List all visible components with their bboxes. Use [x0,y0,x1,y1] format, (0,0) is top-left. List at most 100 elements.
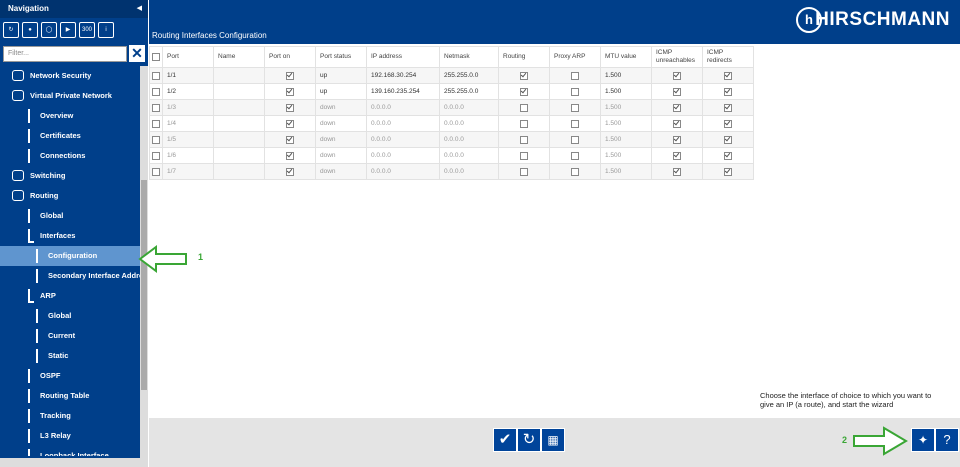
checkbox[interactable] [520,167,528,176]
nav-item[interactable]: Static [0,346,140,366]
collapse[interactable]: ◀ [136,5,142,12]
row-select[interactable] [149,147,163,164]
tree-line [28,129,30,143]
checkbox[interactable] [571,119,579,128]
clear-filter[interactable]: ✕ [129,45,145,62]
checkbox[interactable] [673,87,681,96]
row-select[interactable] [149,131,163,148]
row-select[interactable] [149,67,163,84]
nav-item[interactable]: Current [0,326,140,346]
checkbox[interactable] [520,135,528,144]
checkbox[interactable] [286,167,294,176]
table-row[interactable]: 1/1 up 192.168.30.254 255.255.0.0 1.500 [149,67,754,84]
nav-label: Configuration [48,251,98,260]
cell [702,131,754,148]
checkbox[interactable] [520,71,528,80]
checkbox[interactable] [286,71,294,80]
table-row[interactable]: 1/3 down 0.0.0.0 0.0.0.0 1.500 [149,99,754,116]
checkbox[interactable] [520,151,528,160]
exit-icon[interactable]: ▶ [60,22,76,38]
apply-button[interactable]: ✔ [493,428,517,452]
checkbox[interactable] [571,71,579,80]
reload-button[interactable]: ↻ [517,428,541,452]
checkbox[interactable] [673,135,681,144]
nav-item[interactable]: OSPF [0,366,140,386]
checkbox[interactable] [724,135,732,144]
checkbox[interactable] [673,103,681,112]
checkbox[interactable] [673,119,681,128]
nav-item[interactable]: Network Security [0,66,140,86]
checkbox[interactable] [152,119,160,128]
globe-icon[interactable]: ◯ [41,22,57,38]
checkbox[interactable] [152,87,160,96]
checkbox[interactable] [673,151,681,160]
user-icon[interactable]: ● [22,22,38,38]
nav-item[interactable]: ARP [0,286,140,306]
table-row[interactable]: 1/5 down 0.0.0.0 0.0.0.0 1.500 [149,131,754,148]
checkbox[interactable] [571,135,579,144]
checkbox[interactable] [286,119,294,128]
checkbox[interactable] [152,135,160,144]
nav-item[interactable]: Secondary Interface Addres [0,266,140,286]
checkbox[interactable] [571,87,579,96]
nav-item[interactable]: Connections [0,146,140,166]
table-row[interactable]: 1/6 down 0.0.0.0 0.0.0.0 1.500 [149,147,754,164]
table-row[interactable]: 1/4 down 0.0.0.0 0.0.0.0 1.500 [149,115,754,132]
table-row[interactable]: 1/7 down 0.0.0.0 0.0.0.0 1.500 [149,163,754,180]
checkbox[interactable] [724,87,732,96]
nav-item[interactable]: Tracking [0,406,140,426]
nav-item[interactable]: Global [0,206,140,226]
nav-item[interactable]: Interfaces [0,226,140,246]
row-select[interactable] [149,115,163,132]
checkbox[interactable] [571,167,579,176]
table-row[interactable]: 1/2 up 139.160.235.254 255.255.0.0 1.500 [149,83,754,100]
checkbox[interactable] [152,103,160,112]
checkbox[interactable] [724,103,732,112]
cell: 1.500 [600,67,652,84]
info-icon[interactable]: i [98,22,114,38]
nav-item[interactable]: Overview [0,106,140,126]
cell [498,147,550,164]
nav-item[interactable]: Configuration [0,246,140,266]
filter-input[interactable]: Filter... [3,46,127,62]
checkbox[interactable] [571,151,579,160]
marker-2: 2 [842,435,848,445]
checkbox[interactable] [724,119,732,128]
checkbox[interactable] [520,103,528,112]
checkbox[interactable] [724,167,732,176]
checkbox[interactable] [673,167,681,176]
checkbox[interactable] [724,71,732,80]
help-button[interactable]: ? [935,428,959,452]
checkbox[interactable] [673,71,681,80]
nav-item[interactable]: Virtual Private Network [0,86,140,106]
nav-item[interactable]: Switching [0,166,140,186]
checkbox[interactable] [286,87,294,96]
nav-item[interactable]: Loopback Interface [0,446,140,456]
badge-icon[interactable]: 300 [79,22,95,38]
checkbox[interactable] [724,151,732,160]
checkbox[interactable] [520,119,528,128]
checkbox[interactable] [286,151,294,160]
wizard-button[interactable]: ✦ [911,428,935,452]
nav-item[interactable]: Routing [0,186,140,206]
row-select[interactable] [149,99,163,116]
checkbox[interactable] [571,103,579,112]
nav-item[interactable]: Certificates [0,126,140,146]
nav-label: Current [48,331,76,340]
tree-line [36,249,38,263]
checkbox[interactable] [286,103,294,112]
reload-icon[interactable]: ↻ [3,22,19,38]
row-select[interactable] [149,163,163,180]
row-select[interactable] [149,83,163,100]
checkbox[interactable] [152,151,160,160]
checkbox[interactable] [286,135,294,144]
checkbox[interactable] [152,71,160,80]
cell: 1.500 [600,131,652,148]
table-button[interactable]: ▦ [541,428,565,452]
nav-item[interactable]: Routing Table [0,386,140,406]
nav-item[interactable]: L3 Relay [0,426,140,446]
nav-item[interactable]: Global [0,306,140,326]
scroll-thumb[interactable] [141,180,147,390]
checkbox[interactable] [152,167,160,176]
checkbox[interactable] [520,87,528,96]
